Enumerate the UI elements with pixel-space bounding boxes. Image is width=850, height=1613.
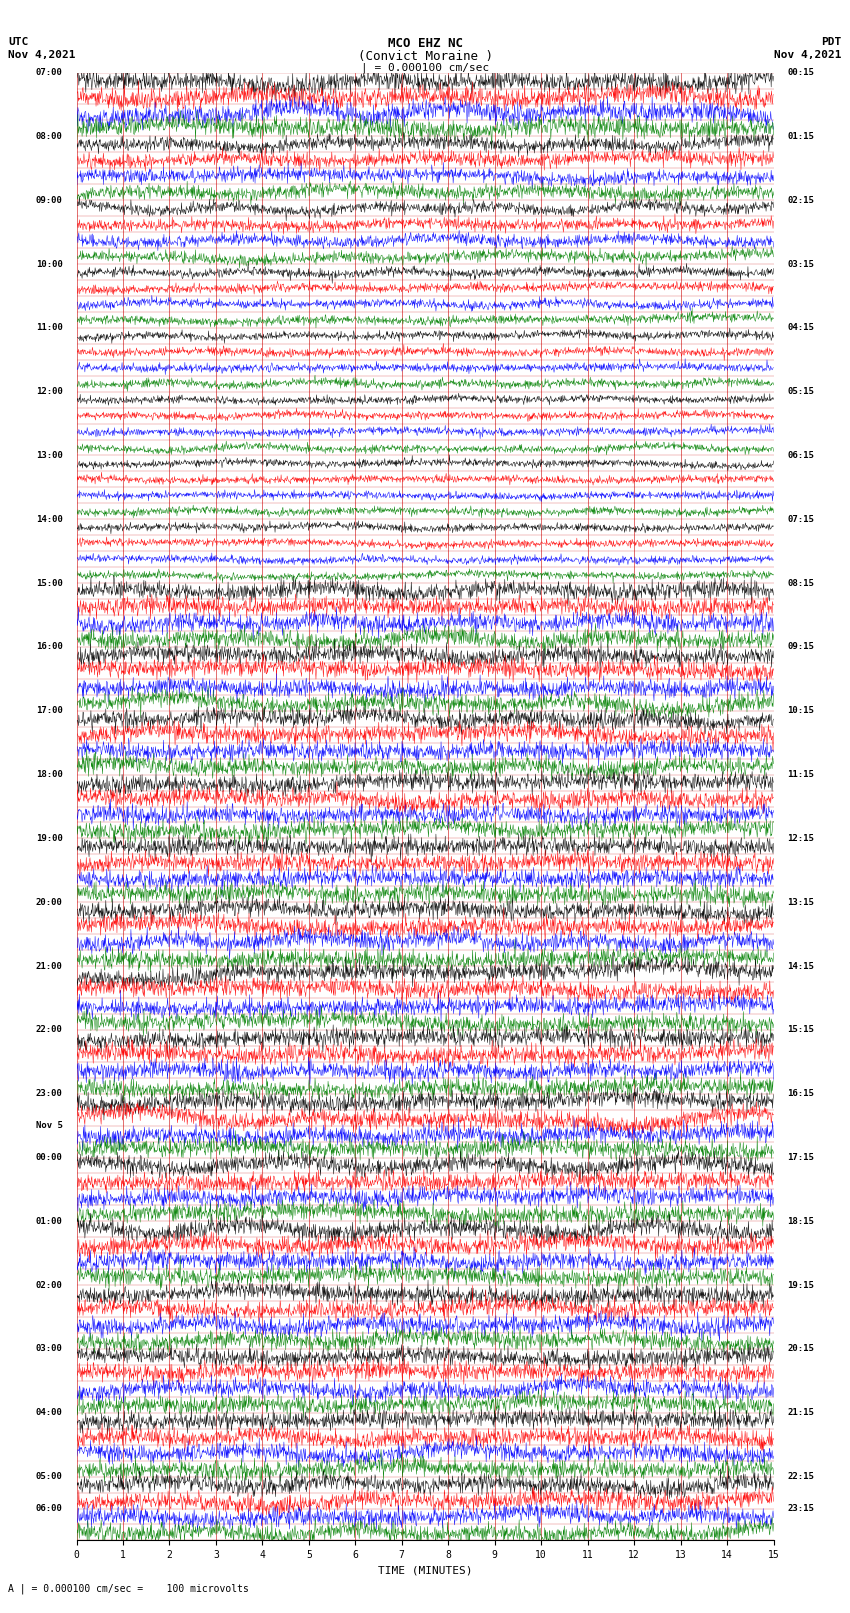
Text: 16:15: 16:15	[787, 1089, 814, 1098]
Text: 18:00: 18:00	[36, 769, 63, 779]
Text: 13:00: 13:00	[36, 452, 63, 460]
Text: 01:15: 01:15	[787, 132, 814, 140]
Text: (Convict Moraine ): (Convict Moraine )	[358, 50, 492, 63]
Text: 00:15: 00:15	[787, 68, 814, 77]
Text: 10:00: 10:00	[36, 260, 63, 268]
Text: 23:00: 23:00	[36, 1089, 63, 1098]
Text: 21:00: 21:00	[36, 961, 63, 971]
Text: 02:00: 02:00	[36, 1281, 63, 1290]
X-axis label: TIME (MINUTES): TIME (MINUTES)	[377, 1566, 473, 1576]
Text: 06:00: 06:00	[36, 1503, 63, 1513]
Text: 09:00: 09:00	[36, 195, 63, 205]
Text: 16:00: 16:00	[36, 642, 63, 652]
Text: 10:15: 10:15	[787, 706, 814, 715]
Text: 06:15: 06:15	[787, 452, 814, 460]
Text: 02:15: 02:15	[787, 195, 814, 205]
Text: 00:00: 00:00	[36, 1153, 63, 1161]
Text: 22:00: 22:00	[36, 1026, 63, 1034]
Text: 08:15: 08:15	[787, 579, 814, 587]
Text: 04:15: 04:15	[787, 323, 814, 332]
Text: 12:00: 12:00	[36, 387, 63, 397]
Text: 07:00: 07:00	[36, 68, 63, 77]
Text: Nov 4,2021: Nov 4,2021	[774, 50, 842, 60]
Text: 15:15: 15:15	[787, 1026, 814, 1034]
Text: Nov 5: Nov 5	[36, 1121, 63, 1131]
Text: 12:15: 12:15	[787, 834, 814, 844]
Text: 07:15: 07:15	[787, 515, 814, 524]
Text: A | = 0.000100 cm/sec =    100 microvolts: A | = 0.000100 cm/sec = 100 microvolts	[8, 1582, 249, 1594]
Text: 11:00: 11:00	[36, 323, 63, 332]
Text: 01:00: 01:00	[36, 1216, 63, 1226]
Text: 17:00: 17:00	[36, 706, 63, 715]
Text: 08:00: 08:00	[36, 132, 63, 140]
Text: 18:15: 18:15	[787, 1216, 814, 1226]
Text: 14:00: 14:00	[36, 515, 63, 524]
Text: 19:15: 19:15	[787, 1281, 814, 1290]
Text: PDT: PDT	[821, 37, 842, 47]
Text: 03:00: 03:00	[36, 1345, 63, 1353]
Text: 22:15: 22:15	[787, 1473, 814, 1481]
Text: 19:00: 19:00	[36, 834, 63, 844]
Text: 21:15: 21:15	[787, 1408, 814, 1418]
Text: UTC: UTC	[8, 37, 29, 47]
Text: 20:00: 20:00	[36, 898, 63, 907]
Text: 04:00: 04:00	[36, 1408, 63, 1418]
Text: | = 0.000100 cm/sec: | = 0.000100 cm/sec	[361, 63, 489, 74]
Text: 05:00: 05:00	[36, 1473, 63, 1481]
Text: 15:00: 15:00	[36, 579, 63, 587]
Text: 11:15: 11:15	[787, 769, 814, 779]
Text: 23:15: 23:15	[787, 1503, 814, 1513]
Text: 03:15: 03:15	[787, 260, 814, 268]
Text: 09:15: 09:15	[787, 642, 814, 652]
Text: MCO EHZ NC: MCO EHZ NC	[388, 37, 462, 50]
Text: 13:15: 13:15	[787, 898, 814, 907]
Text: Nov 4,2021: Nov 4,2021	[8, 50, 76, 60]
Text: 17:15: 17:15	[787, 1153, 814, 1161]
Text: 20:15: 20:15	[787, 1345, 814, 1353]
Text: 05:15: 05:15	[787, 387, 814, 397]
Text: 14:15: 14:15	[787, 961, 814, 971]
